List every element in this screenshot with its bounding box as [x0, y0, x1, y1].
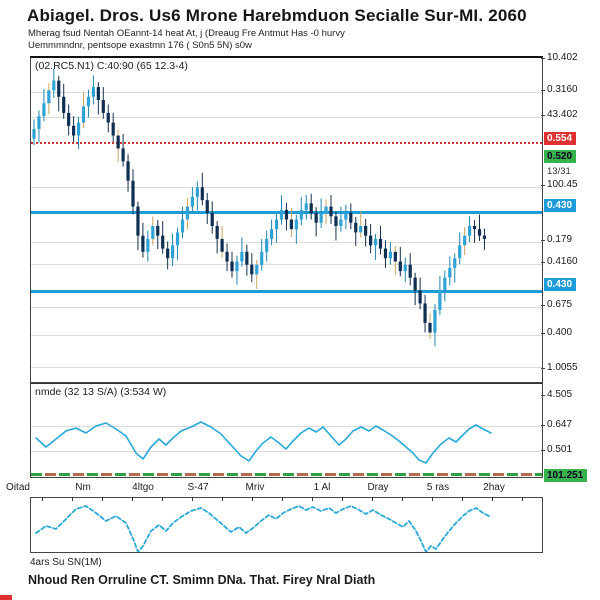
page-title: Abiagel. Dros. Us6 Mrone Harebmduon Seci…: [27, 6, 527, 25]
axis-tick-label: 10.402: [541, 52, 578, 63]
x-axis-tick: [402, 497, 403, 501]
gridline: [31, 187, 542, 188]
x-axis-tick: [222, 497, 223, 501]
gridline: [31, 264, 542, 265]
price-badge-blue: 0.430: [544, 199, 577, 212]
gridline: [31, 426, 542, 427]
gridline: [31, 242, 542, 243]
axis-tick-label: 1.0055: [541, 362, 578, 373]
x-axis-tick: [72, 497, 73, 501]
candlestick-series: [32, 68, 487, 347]
axis-tick-label: 4.505: [540, 389, 573, 400]
gridline: [31, 335, 542, 336]
x-axis-label: Mriv: [245, 482, 265, 493]
x-axis-tick: [372, 497, 373, 501]
x-axis-tick: [132, 497, 133, 501]
x-axis-tick: [342, 497, 343, 501]
axis-tick-label: 100.45: [541, 179, 578, 190]
indicator-line: [35, 421, 492, 464]
oscillator-panel: [30, 497, 543, 553]
axis-tick-label: 13/31: [547, 166, 571, 177]
x-axis-label: 4ltgo: [132, 482, 154, 493]
axis-tick-label: 0.647: [540, 419, 573, 430]
indicator-baseline: [31, 473, 542, 476]
x-axis-tick: [492, 497, 493, 501]
axis-tick-label: 0.179: [540, 234, 573, 245]
x-axis-label: Nm: [75, 482, 91, 493]
main-price-panel: (02.RC5.N1) C:40:90 (65 12.3-4): [30, 56, 543, 383]
axis-tick-label: 0.3160: [541, 84, 578, 95]
gridline: [31, 92, 542, 93]
x-axis-label: Oitad: [6, 482, 30, 493]
x-axis-tick: [102, 497, 103, 501]
gridline: [31, 307, 542, 308]
x-axis-tick: [312, 497, 313, 501]
x-axis-tick: [282, 497, 283, 501]
price-badge-blue: 0.430: [544, 278, 577, 291]
x-axis-label: S-47: [187, 482, 209, 493]
price-badge-green: 101.251: [544, 469, 588, 482]
red-corner-mark: [0, 595, 12, 600]
main-panel-legend: (02.RC5.N1) C:40:90 (65 12.3-4): [35, 60, 188, 72]
x-axis-tick: [252, 497, 253, 501]
blue-support-line: [31, 290, 542, 293]
gridline: [31, 367, 542, 368]
x-axis-label: 5 ras: [426, 482, 450, 493]
x-axis-label: 1 Al: [313, 482, 331, 493]
x-axis-tick: [162, 497, 163, 501]
x-axis-tick: [522, 497, 523, 501]
axis-tick-label: 0.400: [540, 327, 573, 338]
subtitle-line-1: Mherag fsud Nentah OEannt-14 heat At, j …: [28, 28, 345, 39]
axis-tick-label: 0.675: [540, 299, 573, 310]
axis-tick-label: 0.4160: [541, 256, 578, 267]
subtitle-line-2: Uemmmndnr, pentsope exastmn 176 ( S0n5 5…: [28, 40, 252, 51]
oscillator-line: [35, 505, 490, 552]
x-axis-tick: [192, 497, 193, 501]
axis-tick-label: 43.402: [541, 109, 578, 120]
indicator-panel: nmde (32 13 S/A) (3:534 W): [30, 383, 543, 478]
gridline: [31, 451, 542, 452]
x-axis-label: Dray: [367, 482, 389, 493]
axis-tick-label: 0.501: [540, 444, 573, 455]
x-axis-label: 2hay: [483, 482, 505, 493]
red-dotted-resistance-line: [31, 142, 542, 144]
price-badge-red: 0.554: [544, 132, 577, 145]
x-axis-tick: [42, 497, 43, 501]
price-badge-green: 0.520: [544, 150, 577, 163]
x-axis-tick: [462, 497, 463, 501]
x-axis-tick: [432, 497, 433, 501]
gridline: [31, 117, 542, 118]
indicator-panel-legend: nmde (32 13 S/A) (3:534 W): [35, 386, 167, 398]
footer-text: Nhoud Ren Orruline CT. Smimn DNa. That. …: [28, 573, 376, 587]
oscillator-label: 4ars Su SN(1M): [30, 557, 102, 568]
